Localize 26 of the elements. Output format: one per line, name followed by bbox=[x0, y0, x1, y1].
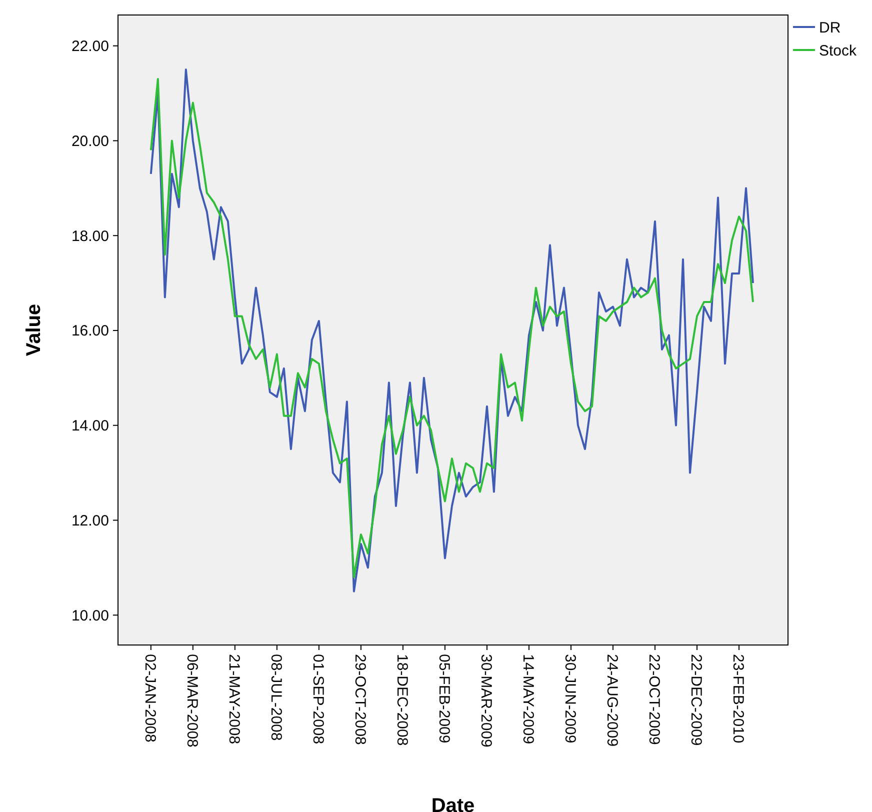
x-tick-label: 08-JUL-2008 bbox=[268, 654, 285, 741]
y-tick-label: 10.00 bbox=[71, 607, 109, 624]
x-axis-title: Date bbox=[431, 795, 475, 812]
x-tick-label: 24-AUG-2009 bbox=[604, 654, 621, 747]
y-tick-label: 20.00 bbox=[71, 132, 109, 150]
y-tick-label: 18.00 bbox=[71, 228, 109, 245]
x-tick-label: 06-MAR-2008 bbox=[184, 654, 201, 748]
y-tick-label: 14.00 bbox=[71, 418, 109, 435]
x-tick-label: 30-JUN-2009 bbox=[562, 654, 579, 744]
x-tick-label: 23-FEB-2010 bbox=[730, 654, 747, 744]
x-tick-label: 18-DEC-2008 bbox=[394, 654, 411, 746]
x-tick-label: 22-DEC-2009 bbox=[688, 654, 705, 746]
x-tick-label: 21-MAY-2008 bbox=[226, 654, 243, 744]
y-tick-label: 12.00 bbox=[71, 512, 109, 530]
legend-label: Stock bbox=[819, 42, 858, 60]
y-axis-title: Value bbox=[23, 304, 45, 356]
legend-label: DR bbox=[819, 19, 841, 36]
x-tick-label: 22-OCT-2009 bbox=[646, 654, 663, 745]
x-tick-label: 02-JAN-2008 bbox=[142, 654, 159, 742]
x-tick-label: 01-SEP-2008 bbox=[310, 654, 327, 744]
x-tick-label: 05-FEB-2009 bbox=[436, 654, 453, 744]
x-tick-label: 30-MAR-2009 bbox=[478, 654, 495, 748]
x-tick-label: 14-MAY-2009 bbox=[520, 654, 537, 744]
y-tick-label: 22.00 bbox=[71, 38, 109, 56]
y-tick-label: 16.00 bbox=[71, 322, 109, 340]
x-tick-label: 29-OCT-2008 bbox=[352, 654, 369, 745]
